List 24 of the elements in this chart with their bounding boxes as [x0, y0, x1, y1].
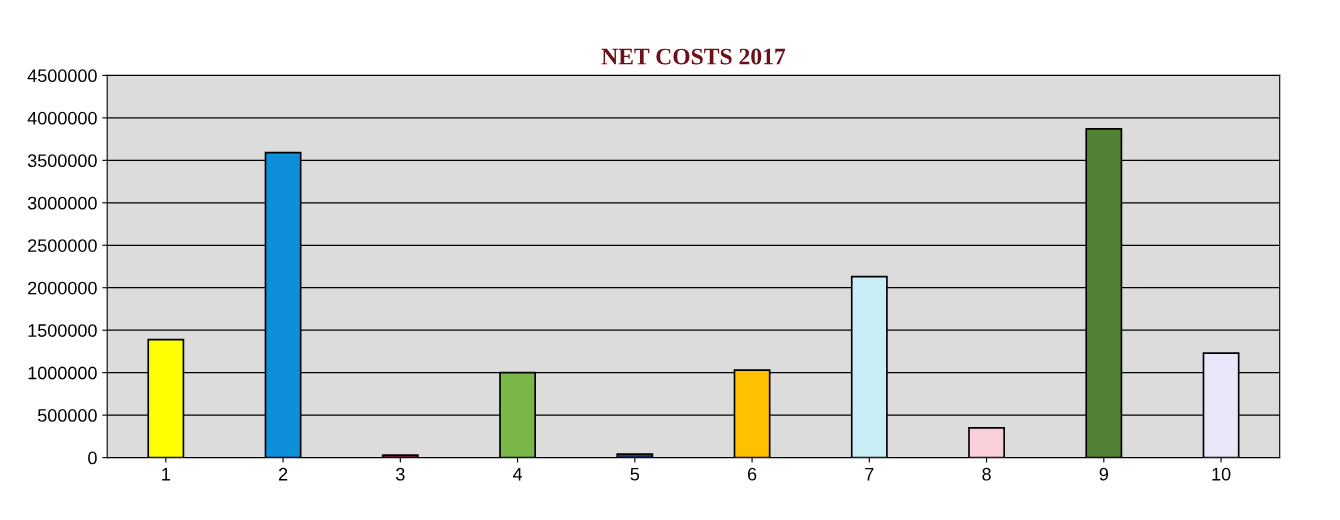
bar [968, 427, 1005, 458]
y-tick-label: 4000000 [27, 111, 97, 125]
x-tick-label: 8 [982, 467, 991, 481]
bar [381, 454, 419, 458]
y-tick-label: 0 [88, 451, 97, 465]
x-tick-label: 4 [512, 467, 523, 481]
x-tick-label: 5 [630, 467, 640, 481]
y-tick-label: 2000000 [28, 281, 97, 295]
y-tick-label: 2500000 [28, 239, 97, 252]
x-tick-label: 9 [1099, 467, 1108, 481]
x-tick-label: 2 [278, 467, 288, 481]
x-tick-label: 3 [395, 467, 405, 481]
x-tick-label: 7 [865, 467, 874, 481]
x-tick-label: 10 [1212, 467, 1231, 481]
y-tick-label: 1500000 [28, 324, 97, 337]
y-tick-label: 500000 [37, 409, 97, 422]
y-tick-label: 4500000 [27, 69, 97, 83]
chart-title: NET COSTS 2017 [601, 48, 786, 65]
y-tick-label: 1000000 [28, 366, 97, 380]
bar [616, 453, 654, 458]
y-tick-label: 3000000 [27, 196, 97, 210]
x-tick-label: 6 [747, 467, 757, 481]
y-tick-label: 3500000 [27, 154, 97, 168]
x-tick-label: 1 [162, 467, 170, 481]
